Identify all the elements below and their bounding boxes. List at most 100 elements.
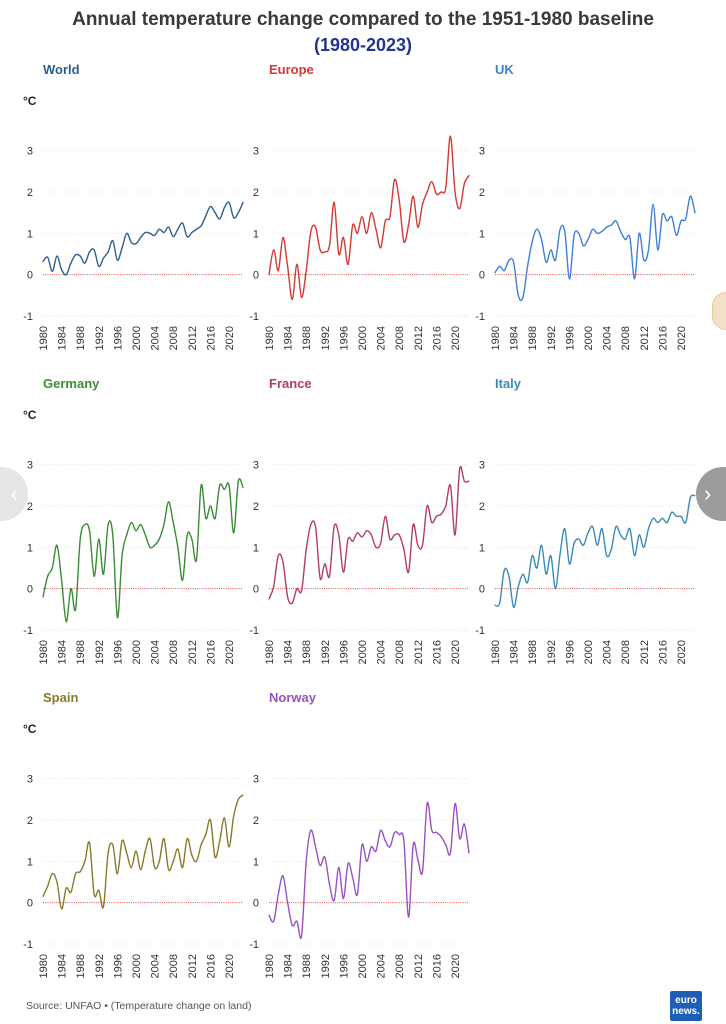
x-tick-label: 1988 — [75, 640, 87, 664]
x-tick-label: 1980 — [38, 954, 50, 978]
data-point — [172, 521, 174, 524]
data-point — [513, 606, 515, 608]
data-point — [42, 260, 44, 263]
data-point — [310, 230, 312, 232]
data-point — [568, 278, 571, 280]
data-point — [233, 815, 235, 817]
data-point — [468, 174, 470, 177]
data-point — [191, 231, 193, 234]
x-tick-label: 1984 — [57, 326, 69, 350]
data-point — [98, 889, 100, 891]
data-point — [310, 524, 312, 526]
data-point — [503, 569, 505, 571]
panel-italy: Italy -1 0 1 2 3 1980 1984 1988 1992 1996 2000 2004 2… — [475, 376, 696, 664]
data-point — [79, 538, 81, 540]
data-point — [130, 866, 132, 869]
data-point — [287, 902, 289, 904]
logo-line-1: euro — [675, 995, 697, 1006]
x-tick-label: 2016 — [431, 640, 443, 664]
data-point — [531, 241, 533, 243]
data-point — [694, 212, 696, 214]
data-point — [300, 296, 303, 298]
data-point — [126, 852, 128, 854]
data-point — [619, 230, 622, 232]
data-point — [421, 544, 424, 546]
data-point — [407, 571, 410, 573]
data-point — [468, 852, 470, 854]
data-point — [643, 546, 645, 548]
data-point — [370, 534, 372, 536]
data-point — [70, 891, 72, 893]
x-tick-label: 2000 — [131, 640, 143, 664]
data-point — [398, 199, 400, 201]
data-point — [347, 538, 349, 540]
data-point — [352, 877, 354, 879]
data-point — [412, 524, 414, 526]
data-point — [273, 586, 275, 588]
data-point — [578, 538, 580, 540]
data-point — [163, 231, 165, 234]
y-tick-label: 2 — [27, 501, 33, 513]
data-point — [536, 228, 538, 230]
data-point — [65, 887, 67, 889]
next-slide-button[interactable]: › — [696, 467, 726, 521]
panel-title: Europe — [269, 62, 314, 77]
data-point — [375, 228, 377, 230]
data-point — [223, 817, 225, 819]
data-point — [277, 893, 279, 895]
y-tick-label: 2 — [27, 815, 33, 827]
data-point — [300, 590, 303, 592]
data-point — [116, 873, 119, 875]
data-point — [596, 232, 598, 234]
data-point — [237, 798, 239, 800]
data-point — [205, 215, 207, 217]
unit-label: °C — [23, 722, 37, 736]
source-note: Source: UNFAO • (Temperature change on l… — [26, 1000, 252, 1012]
y-tick-label: 1 — [253, 856, 259, 868]
data-point — [559, 552, 561, 555]
data-point — [582, 245, 584, 247]
data-point — [219, 484, 221, 486]
data-point — [375, 850, 377, 852]
data-point — [56, 255, 58, 257]
panel-title: Germany — [43, 376, 100, 391]
data-point — [685, 218, 687, 220]
x-tick-label: 1992 — [546, 326, 558, 350]
data-point — [342, 897, 345, 900]
floating-widget-icon[interactable] — [712, 292, 726, 330]
x-tick-label: 1984 — [283, 640, 295, 664]
data-point — [338, 534, 340, 536]
data-point — [167, 501, 170, 503]
data-point — [93, 575, 95, 577]
data-point — [638, 534, 640, 536]
data-point — [361, 536, 363, 538]
x-tick-label: 1980 — [264, 640, 276, 664]
data-point — [559, 228, 561, 230]
data-point — [223, 488, 225, 491]
data-point — [517, 586, 519, 588]
x-tick-label: 1988 — [75, 326, 87, 350]
x-tick-label: 2000 — [357, 640, 369, 664]
data-point — [181, 866, 184, 869]
x-tick-label: 1996 — [112, 954, 124, 978]
data-point — [56, 881, 58, 883]
data-point — [237, 480, 239, 482]
data-point — [633, 278, 636, 280]
y-tick-label: -1 — [249, 939, 259, 951]
data-point — [499, 265, 501, 267]
data-point — [459, 838, 461, 840]
panel-france: France -1 0 1 2 3 1980 1984 1988 1992 1996 2000 2004… — [249, 376, 470, 664]
data-point — [209, 205, 212, 208]
x-tick-label: 2008 — [620, 326, 632, 350]
data-point — [417, 544, 419, 546]
x-tick-label: 1980 — [38, 640, 50, 664]
data-point — [445, 187, 447, 189]
data-point — [522, 296, 524, 298]
y-tick-label: 1 — [479, 228, 485, 240]
data-point — [112, 534, 114, 536]
data-point — [74, 873, 77, 875]
x-tick-label: 2008 — [394, 640, 406, 664]
data-point — [454, 802, 456, 805]
data-point — [328, 883, 331, 885]
data-point — [431, 521, 433, 524]
